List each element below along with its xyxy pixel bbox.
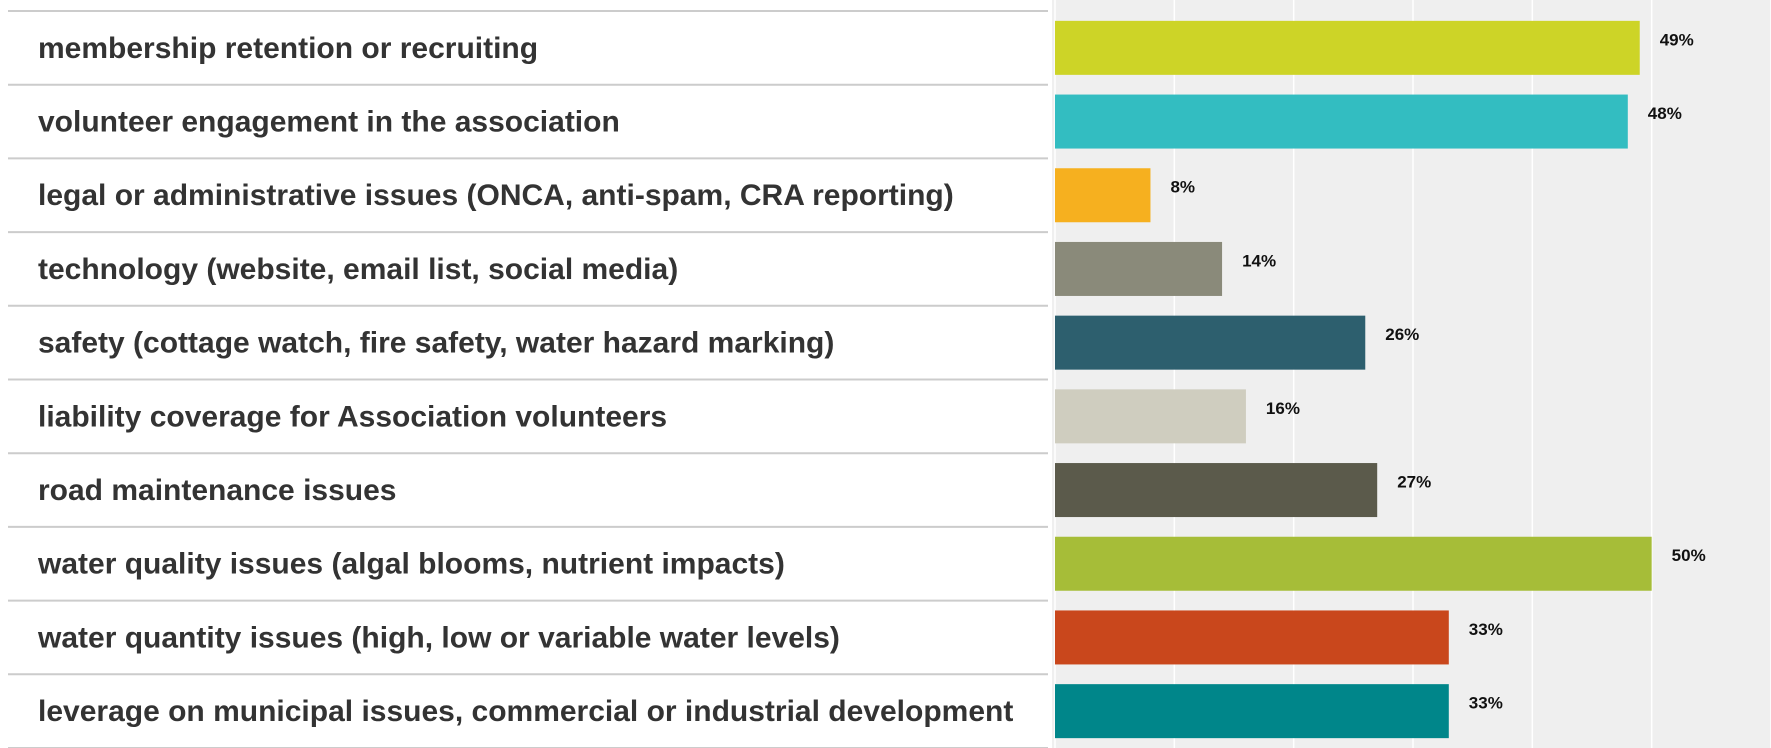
value-label: 8% — [1170, 178, 1195, 197]
value-label: 26% — [1385, 325, 1419, 344]
category-label: water quality issues (algal blooms, nutr… — [37, 548, 785, 581]
category-label: legal or administrative issues (ONCA, an… — [38, 179, 954, 212]
value-label: 27% — [1397, 473, 1431, 492]
bar — [1055, 463, 1378, 518]
category-label: technology (website, email list, social … — [38, 253, 678, 286]
bar — [1055, 94, 1628, 149]
bar — [1055, 315, 1366, 370]
value-label: 33% — [1469, 694, 1503, 713]
bar — [1055, 389, 1246, 444]
bar — [1055, 536, 1652, 591]
value-label: 33% — [1469, 620, 1503, 639]
value-label: 49% — [1660, 30, 1694, 49]
value-label: 14% — [1242, 251, 1276, 270]
category-label: membership retention or recruiting — [38, 32, 538, 65]
category-label: safety (cottage watch, fire safety, wate… — [38, 327, 834, 360]
value-label: 16% — [1266, 399, 1300, 418]
category-label: volunteer engagement in the association — [38, 105, 620, 138]
category-label: water quantity issues (high, low or vari… — [37, 621, 840, 654]
bar — [1055, 20, 1640, 75]
category-label: liability coverage for Association volun… — [38, 400, 667, 433]
bar — [1055, 684, 1449, 739]
bar — [1055, 610, 1449, 665]
category-label: leverage on municipal issues, commercial… — [38, 695, 1013, 728]
value-label: 48% — [1648, 104, 1682, 123]
category-label: road maintenance issues — [38, 474, 396, 507]
bar — [1055, 241, 1223, 296]
bar — [1055, 168, 1151, 223]
value-label: 50% — [1672, 546, 1706, 565]
